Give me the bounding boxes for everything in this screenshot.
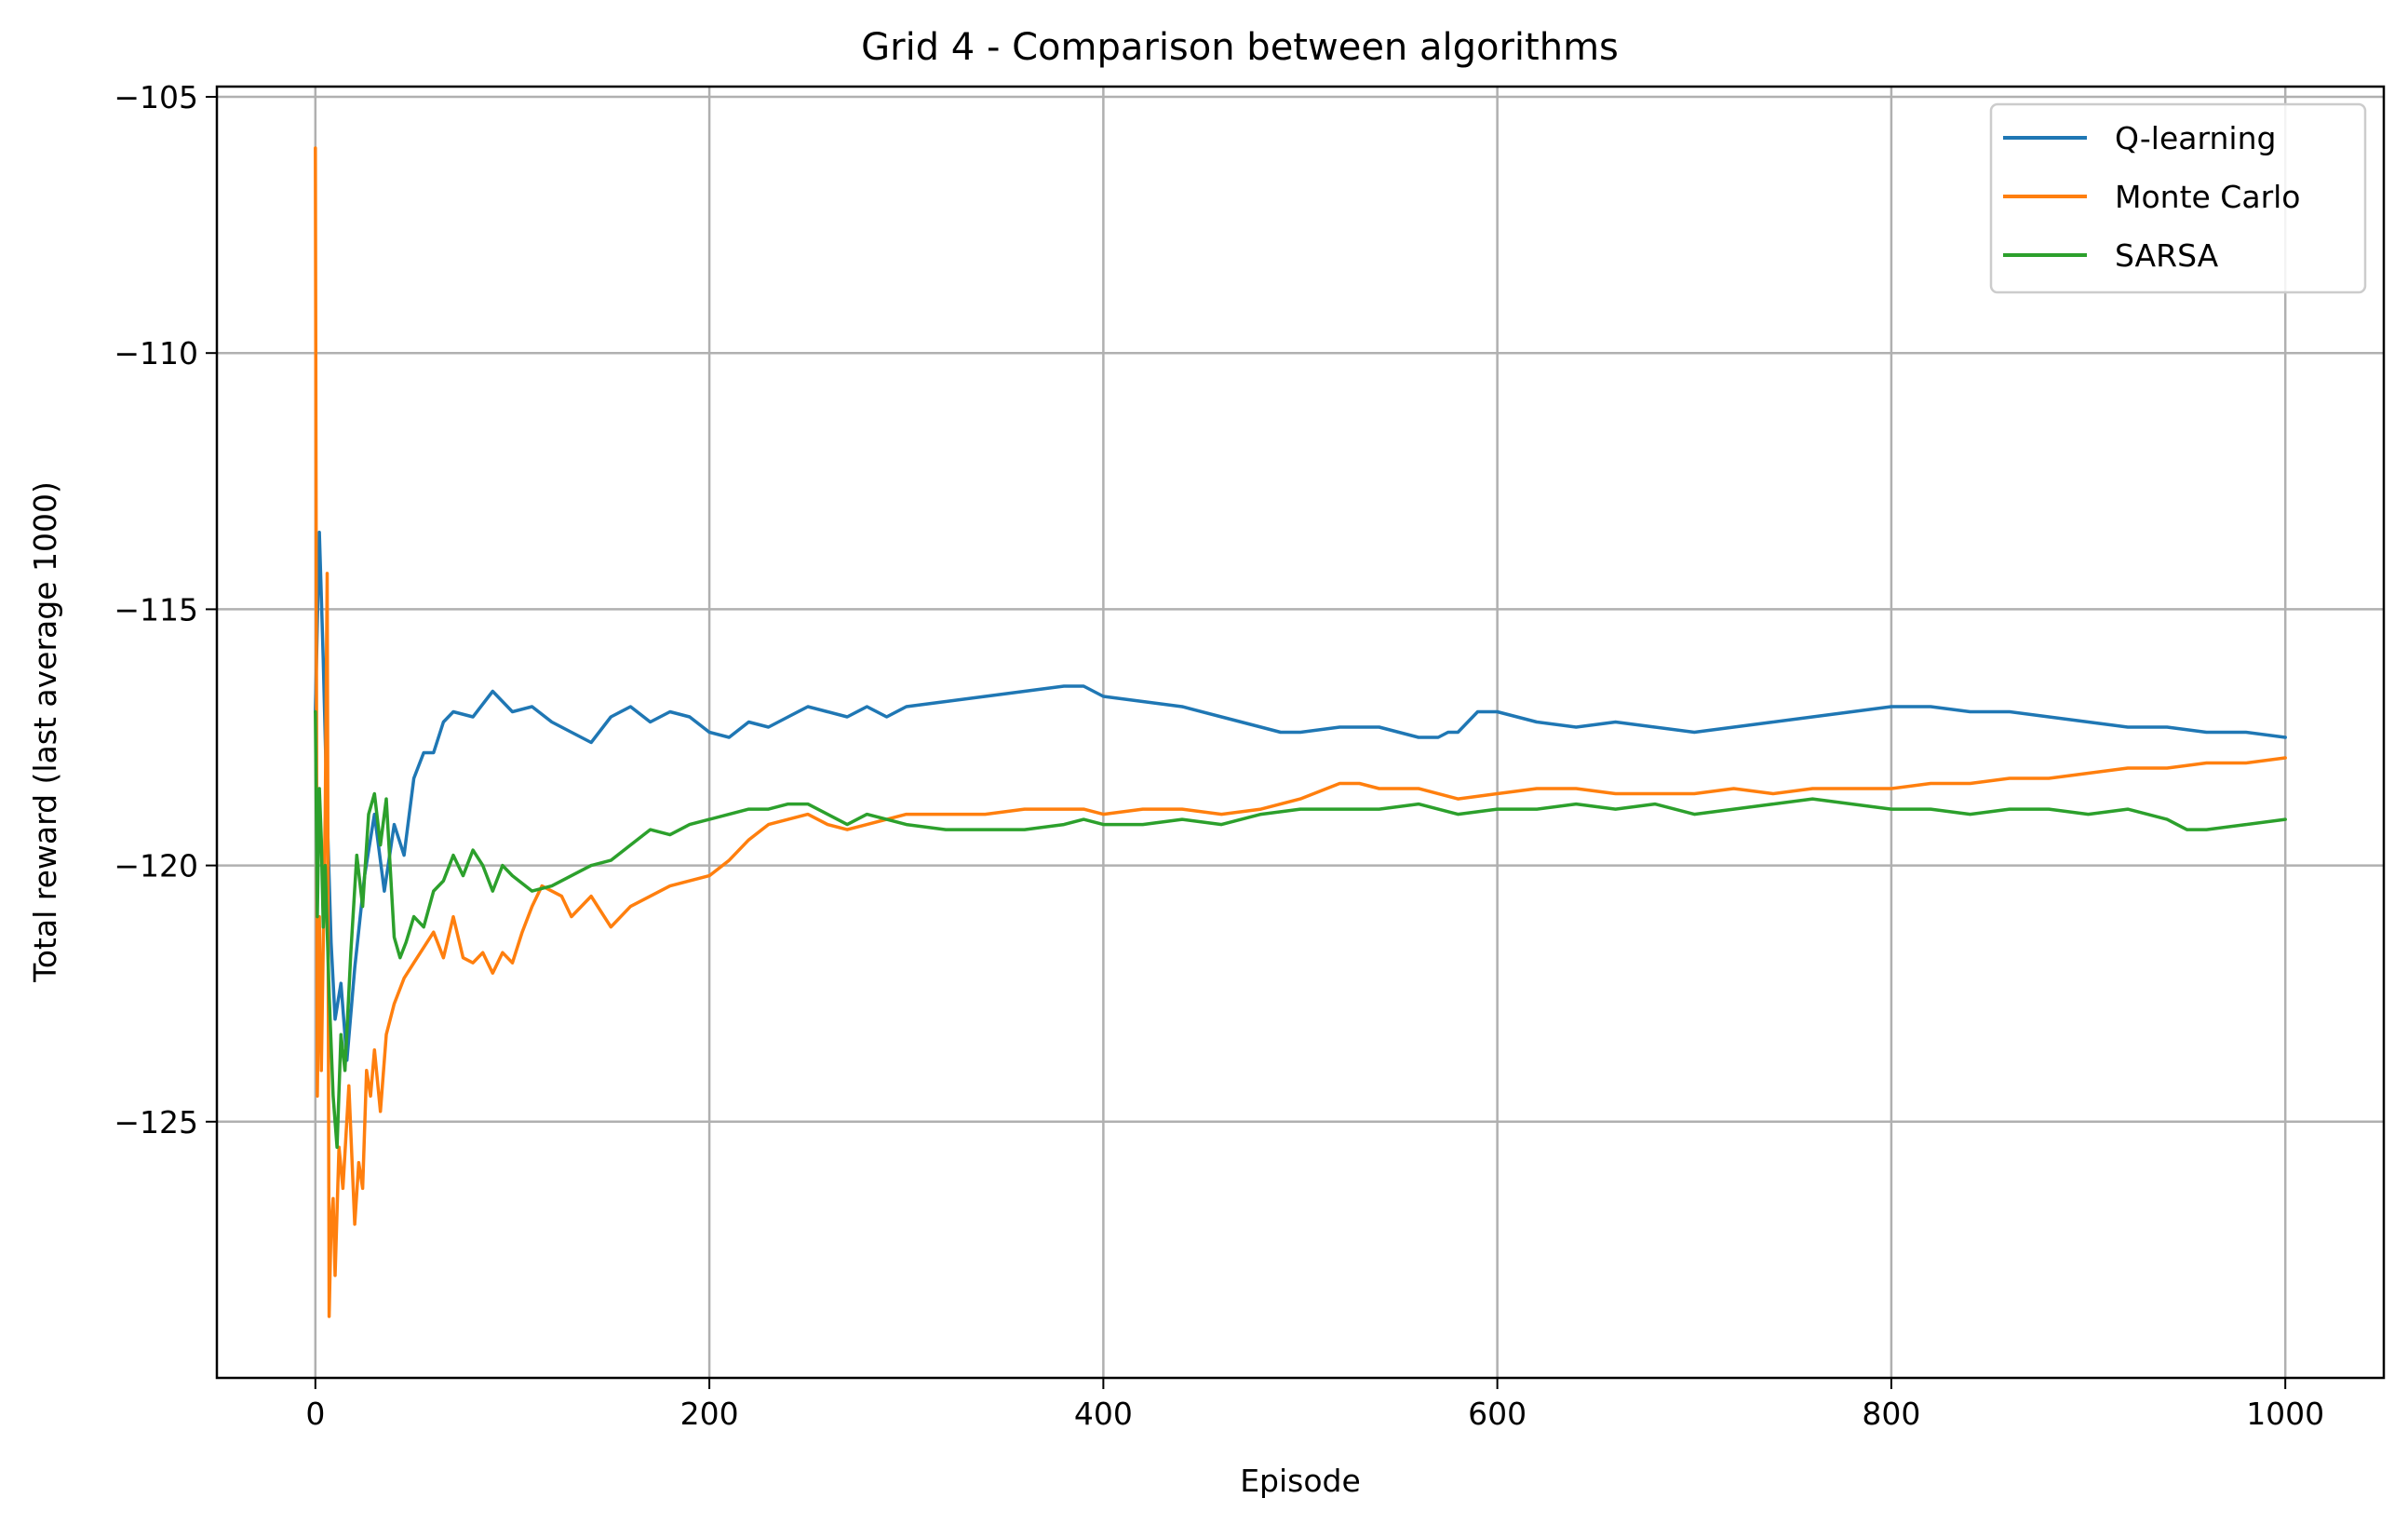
series-line-monte-carlo	[314, 146, 2287, 1318]
y-tick-label: −105	[114, 79, 198, 115]
x-tick-label: 600	[1468, 1396, 1527, 1432]
grid-layer	[217, 87, 2384, 1378]
legend-label: SARSA	[2115, 237, 2219, 274]
legend-label: Monte Carlo	[2115, 179, 2301, 215]
series-layer	[314, 146, 2287, 1318]
x-tick-label: 0	[305, 1396, 325, 1432]
legend: Q-learning Monte Carlo SARSA	[1989, 102, 2367, 294]
x-axis-label: Episode	[1240, 1463, 1361, 1499]
y-tick-label: −125	[114, 1104, 198, 1140]
x-tick-label: 1000	[2246, 1396, 2324, 1432]
y-tick-label: −110	[114, 335, 198, 371]
ticks-layer: 0 200 400 600 800 1000 −105 −110 −115 −120 −125	[114, 79, 2324, 1432]
y-tick-label: −120	[114, 848, 198, 884]
chart-title: Grid 4 - Comparison between algorithms	[861, 26, 1619, 69]
x-tick-label: 400	[1074, 1396, 1133, 1432]
x-tick-label: 800	[1862, 1396, 1920, 1432]
y-tick-label: −115	[114, 591, 198, 628]
series-line-sarsa	[314, 709, 2287, 1150]
x-tick-label: 200	[680, 1396, 739, 1432]
plot-frame	[215, 85, 2386, 1380]
y-axis-label: Total reward (last average 1000)	[27, 481, 63, 983]
legend-box	[1989, 102, 2367, 294]
legend-label: Q-learning	[2115, 120, 2276, 156]
series-line-q-learning	[314, 531, 2287, 1062]
